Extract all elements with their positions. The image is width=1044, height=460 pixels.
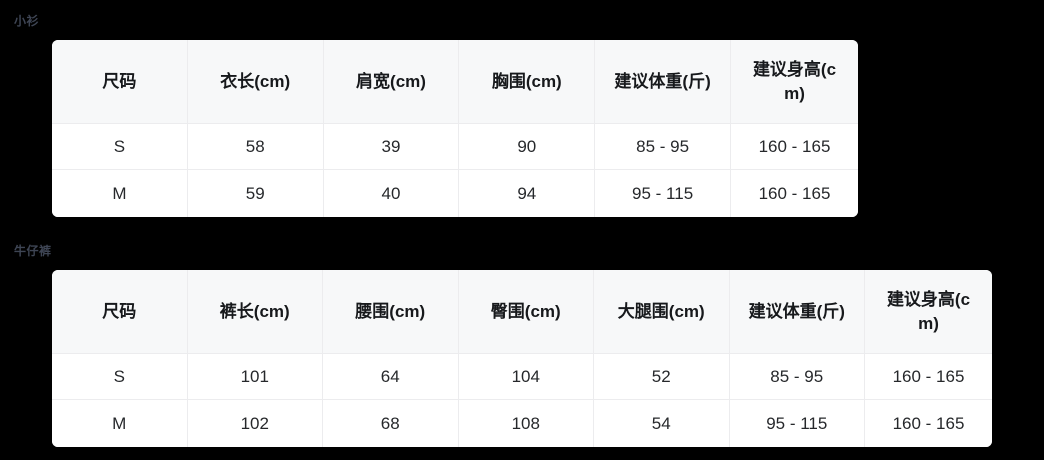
table-cell: 85 - 95 (595, 124, 731, 170)
column-header: 胸围(cm) (459, 40, 596, 124)
table-row: M 59 40 94 95 - 115 160 - 165 (52, 170, 858, 217)
column-header: 臀围(cm) (458, 270, 594, 354)
table-cell: 102 (187, 400, 323, 447)
table-cell: 39 (323, 124, 460, 170)
table-cell: M (52, 170, 188, 217)
table-cell: S (52, 124, 188, 170)
table-row: M 102 68 108 54 95 - 115 160 - 165 (52, 400, 992, 447)
column-header: 裤长(cm) (187, 270, 323, 354)
section-title-jeans: 牛仔裤 (14, 244, 52, 258)
table-cell: 64 (323, 354, 459, 400)
table-cell: 108 (458, 400, 594, 447)
table-cell: 58 (187, 124, 324, 170)
shirt-size-chart-table: 尺码 衣长(cm) 肩宽(cm) 胸围(cm) 建议体重(斤) 建议身高(cm) S 58 3… (52, 40, 858, 217)
column-header: 建议身高(cm) (865, 270, 992, 354)
table-row: S 58 39 90 85 - 95 160 - 165 (52, 124, 858, 170)
column-header: 建议体重(斤) (595, 40, 731, 124)
table-cell: 95 - 115 (729, 400, 865, 447)
table-cell: S (52, 354, 188, 400)
section-title-shirt: 小衫 (14, 14, 40, 28)
column-header: 建议体重(斤) (729, 270, 865, 354)
column-header: 大腿围(cm) (594, 270, 730, 354)
header-row: 尺码 衣长(cm) 肩宽(cm) 胸围(cm) 建议体重(斤) 建议身高(cm) (52, 40, 858, 124)
header-row: 尺码 裤长(cm) 腰围(cm) 臀围(cm) 大腿围(cm) 建议体重(斤) 建议身高(c… (52, 270, 992, 354)
column-header: 尺码 (52, 270, 188, 354)
table-cell: 160 - 165 (731, 170, 858, 217)
column-header: 尺码 (52, 40, 188, 124)
table-cell: 160 - 165 (865, 354, 992, 400)
table-cell: M (52, 400, 188, 447)
table-cell: 90 (459, 124, 596, 170)
column-header: 肩宽(cm) (323, 40, 460, 124)
table-cell: 40 (323, 170, 460, 217)
table-cell: 95 - 115 (595, 170, 731, 217)
table-cell: 52 (594, 354, 730, 400)
table-cell: 94 (459, 170, 596, 217)
table-cell: 54 (594, 400, 730, 447)
table-cell: 85 - 95 (729, 354, 865, 400)
jeans-size-chart-table: 尺码 裤长(cm) 腰围(cm) 臀围(cm) 大腿围(cm) 建议体重(斤) 建议身高(c… (52, 270, 992, 447)
table-cell: 68 (323, 400, 459, 447)
table-cell: 104 (458, 354, 594, 400)
table-row: S 101 64 104 52 85 - 95 160 - 165 (52, 354, 992, 400)
table-cell: 160 - 165 (865, 400, 992, 447)
table-cell: 160 - 165 (731, 124, 858, 170)
table-cell: 59 (187, 170, 324, 217)
column-header: 衣长(cm) (187, 40, 324, 124)
column-header: 腰围(cm) (323, 270, 459, 354)
table-cell: 101 (187, 354, 323, 400)
column-header: 建议身高(cm) (731, 40, 858, 124)
